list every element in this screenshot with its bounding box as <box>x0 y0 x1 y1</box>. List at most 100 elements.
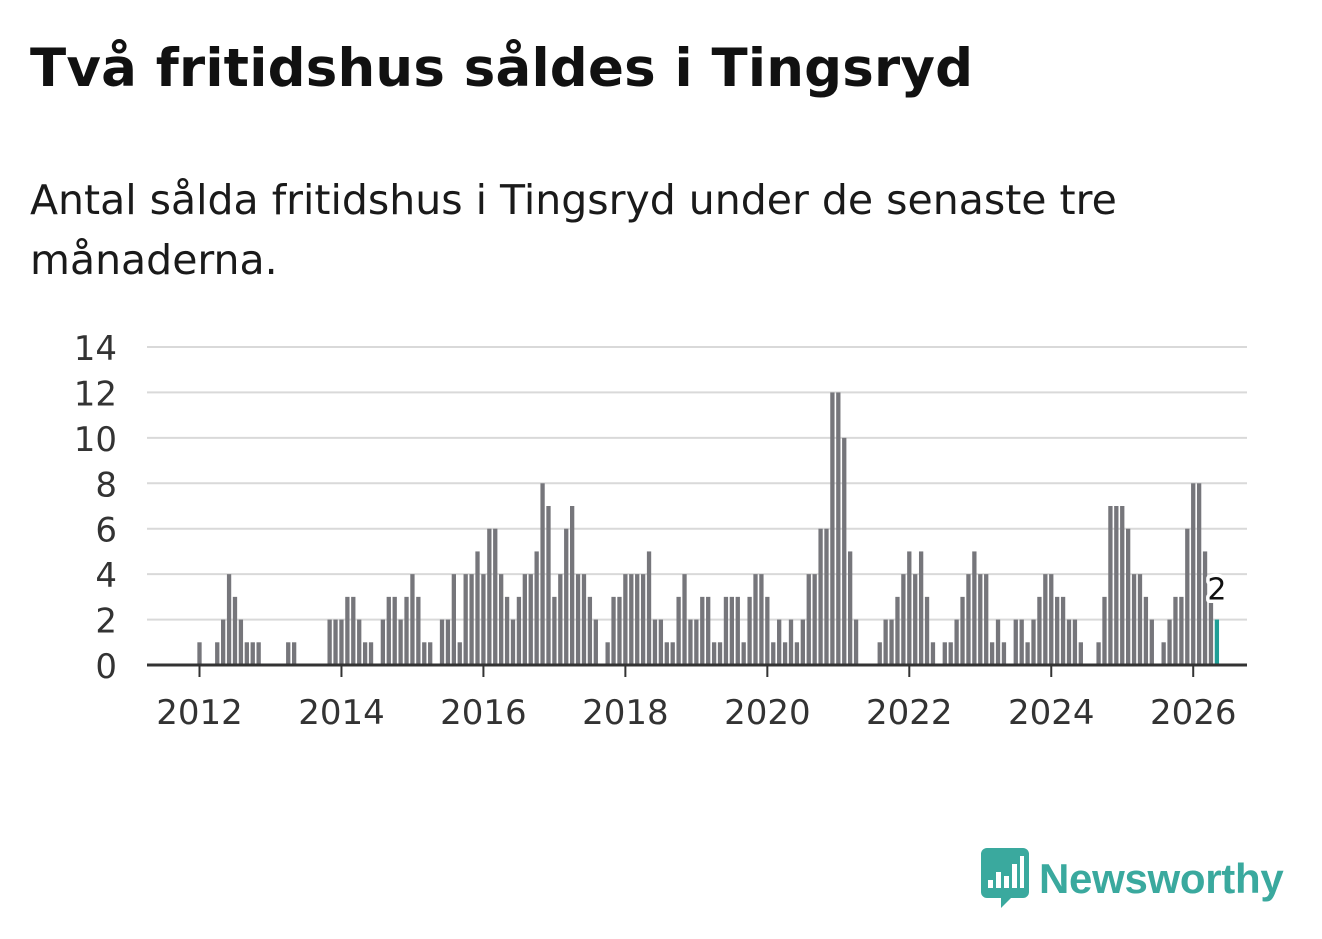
bar <box>635 574 640 665</box>
bar <box>197 642 202 665</box>
bar <box>244 642 249 665</box>
bar <box>445 619 451 665</box>
bar <box>570 506 575 665</box>
bar <box>339 619 344 665</box>
bar <box>640 574 646 665</box>
bar <box>327 619 332 665</box>
bar <box>1196 483 1202 665</box>
bar <box>1049 574 1054 665</box>
y-tick-label: 10 <box>74 420 117 460</box>
bar <box>463 574 468 665</box>
bar <box>611 596 616 665</box>
bar <box>581 574 587 665</box>
bar <box>528 574 533 665</box>
bar <box>357 619 362 665</box>
bar <box>800 619 805 665</box>
bar <box>439 619 445 665</box>
x-tick-label: 2022 <box>866 693 953 733</box>
bar <box>487 528 492 665</box>
bar <box>842 437 847 665</box>
bar <box>617 596 622 665</box>
bar <box>1037 596 1042 665</box>
bar <box>1191 483 1196 665</box>
bar <box>676 596 681 665</box>
bar <box>380 619 386 665</box>
bar <box>759 574 764 665</box>
bar <box>333 619 338 665</box>
bar <box>747 596 752 665</box>
bar <box>416 596 421 665</box>
bar <box>386 596 391 665</box>
bar <box>516 596 522 665</box>
bar <box>226 574 232 665</box>
bar <box>658 619 664 665</box>
bar <box>593 619 598 665</box>
bar <box>913 574 918 665</box>
bar <box>883 619 888 665</box>
bar <box>777 619 782 665</box>
bar <box>1078 642 1083 665</box>
bar <box>392 596 397 665</box>
bar <box>215 642 220 665</box>
bar <box>1185 528 1190 665</box>
x-axis: 2012 2014 2016 2018 2020 2022 2024 2026 <box>147 663 1247 733</box>
bar <box>788 619 794 665</box>
bar <box>700 596 705 665</box>
bar <box>1173 596 1178 665</box>
bar <box>972 551 977 665</box>
bar <box>901 574 906 665</box>
bar <box>493 528 498 665</box>
bar <box>1102 596 1107 665</box>
y-tick-label: 2 <box>95 602 117 642</box>
bar <box>475 551 480 665</box>
bar <box>238 619 244 665</box>
bar <box>1108 506 1113 665</box>
bar <box>1143 596 1149 665</box>
bar <box>824 528 829 665</box>
bar <box>652 619 658 665</box>
data-label: 2 <box>1207 573 1226 608</box>
bar <box>1096 642 1101 665</box>
brand-name: Newsworthy <box>1039 855 1284 902</box>
bar <box>771 642 776 665</box>
bar <box>948 642 953 665</box>
bar <box>978 574 983 665</box>
bar <box>1072 619 1078 665</box>
bar <box>1043 574 1048 665</box>
bar <box>1126 528 1131 665</box>
bar <box>646 551 652 665</box>
bar <box>1019 619 1024 665</box>
x-tick-label: 2018 <box>582 693 669 733</box>
bar <box>522 574 527 665</box>
bar <box>410 574 415 665</box>
bars <box>197 392 1220 665</box>
highlight-bar <box>1214 619 1220 665</box>
bar <box>510 619 516 665</box>
bar <box>812 574 817 665</box>
bar <box>924 596 930 665</box>
bar <box>221 619 226 665</box>
bar <box>552 596 557 665</box>
bar <box>966 574 971 665</box>
bar <box>256 642 261 665</box>
bar <box>853 619 859 665</box>
bar <box>782 642 788 665</box>
bar <box>469 574 474 665</box>
bar <box>1161 642 1166 665</box>
y-tick-label: 8 <box>95 465 117 505</box>
bar <box>451 574 456 665</box>
bar <box>1179 596 1184 665</box>
y-tick-label: 12 <box>74 374 117 414</box>
bar <box>558 574 563 665</box>
y-tick-label: 6 <box>95 511 117 551</box>
bar <box>1149 619 1154 665</box>
bar <box>286 642 291 665</box>
bar <box>942 642 947 665</box>
bar <box>806 574 811 665</box>
bar <box>605 642 610 665</box>
bar <box>729 596 734 665</box>
bar <box>995 619 1001 665</box>
bar <box>1060 596 1066 665</box>
bar <box>587 596 593 665</box>
bar <box>889 619 894 665</box>
